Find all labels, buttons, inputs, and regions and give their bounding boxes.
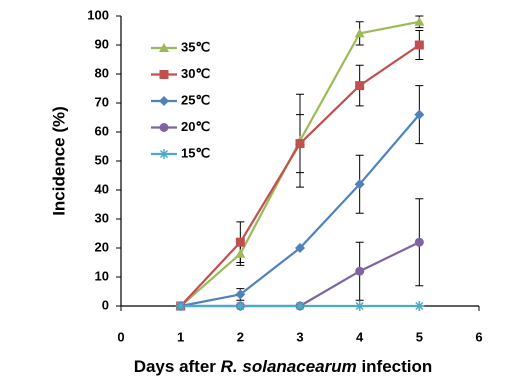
marker [354, 28, 365, 38]
x-tick-label: 1 [177, 329, 184, 344]
x-tick-label: 3 [296, 329, 303, 344]
y-tick-label: 50 [95, 152, 109, 167]
marker [354, 179, 365, 190]
marker [414, 109, 425, 120]
marker [295, 139, 305, 149]
legend-label: 15℃ [181, 145, 210, 160]
y-tick-label: 60 [95, 123, 109, 138]
marker [235, 248, 246, 258]
x-axis-title-part: Days after [134, 357, 217, 376]
marker [159, 123, 169, 132]
y-tick-label: 90 [95, 36, 109, 51]
y-tick-label: 70 [95, 94, 109, 109]
x-tick-label: 0 [117, 329, 124, 344]
marker [159, 96, 169, 106]
y-tick-label: 20 [95, 239, 109, 254]
marker [159, 70, 169, 79]
y-tick-label: 10 [95, 268, 109, 283]
y-tick-label: 30 [95, 210, 109, 225]
marker [175, 301, 186, 311]
marker [414, 301, 425, 311]
marker [355, 81, 365, 91]
marker [355, 266, 365, 276]
x-axis-title-part: infection [361, 357, 432, 376]
x-tick-label: 4 [356, 329, 364, 344]
legend-label: 25℃ [181, 92, 210, 107]
legend-label: 35℃ [181, 39, 210, 54]
x-axis-title: Days after R. solanacearum infection [134, 357, 433, 376]
y-axis-title: Incidence (%) [49, 106, 68, 216]
marker [354, 301, 365, 311]
marker [414, 237, 424, 247]
y-tick-label: 40 [95, 181, 109, 196]
marker [235, 237, 245, 247]
marker [414, 40, 424, 50]
marker [235, 301, 246, 311]
marker [235, 289, 246, 300]
legend-label: 20℃ [181, 119, 210, 134]
x-axis-title-part: R. solanacearum [221, 357, 357, 376]
y-tick-label: 80 [95, 65, 109, 80]
marker [159, 43, 169, 52]
marker [414, 16, 425, 26]
y-tick-label: 100 [87, 7, 109, 22]
marker [159, 149, 169, 159]
marker [295, 243, 305, 253]
marker [295, 301, 305, 311]
x-tick-label: 2 [237, 329, 244, 344]
x-tick-label: 6 [475, 329, 482, 344]
y-tick-label: 0 [102, 297, 109, 312]
x-tick-label: 5 [416, 329, 423, 344]
legend-label: 30℃ [181, 66, 210, 81]
